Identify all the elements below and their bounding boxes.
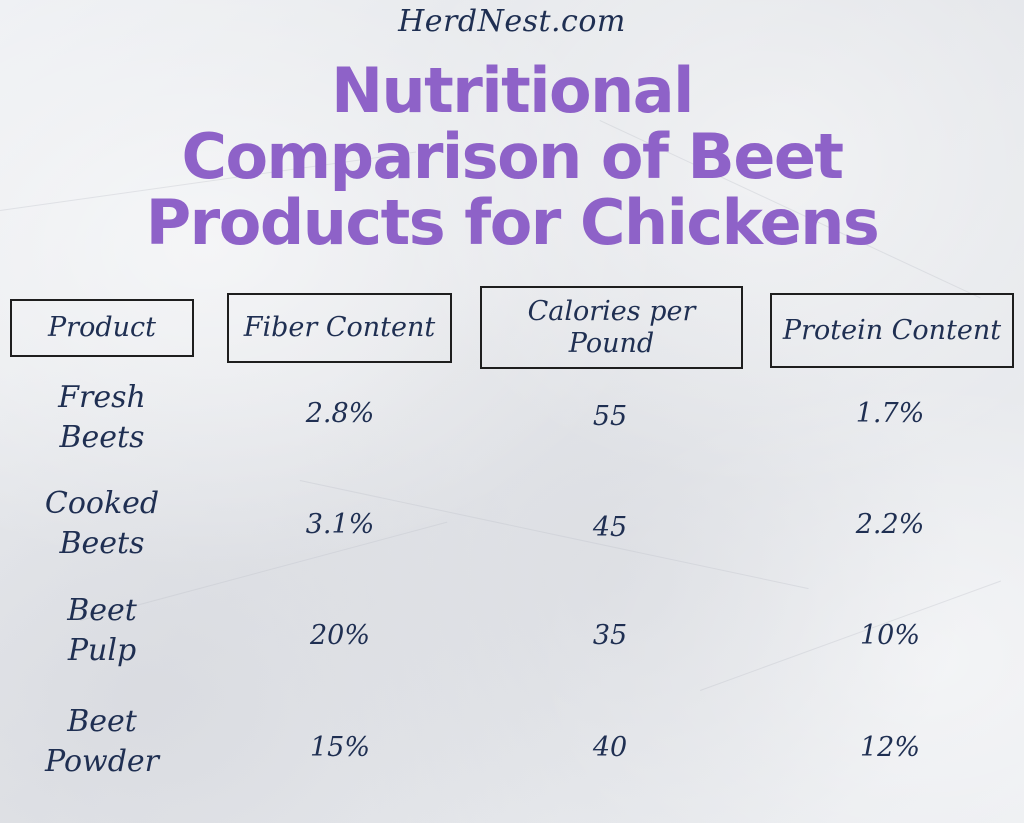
header-protein: Protein Content [770, 293, 1014, 368]
table-cell-protein: 2.2% [855, 509, 925, 540]
product-name-line2: Powder [44, 744, 159, 779]
table-row-product: Beet Pulp [10, 591, 194, 671]
table-row-product: Fresh Beets [10, 378, 194, 458]
table-cell-calories: 45 [592, 512, 628, 543]
header-fiber: Fiber Content [227, 293, 452, 363]
title-line-3: Products for Chickens [145, 186, 880, 259]
product-name-line2: Pulp [67, 633, 137, 668]
table-cell-protein: 12% [859, 732, 920, 763]
product-name-line2: Beets [59, 420, 145, 455]
header-calories-line2: Pound [568, 327, 655, 359]
header-product-label: Product [48, 312, 156, 343]
table-cell-calories: 40 [592, 732, 628, 763]
header-calories: Calories per Pound [480, 286, 743, 369]
table-cell-fiber: 15% [309, 732, 370, 763]
table-cell-calories: 35 [592, 620, 628, 651]
table-row-product: Beet Powder [10, 702, 194, 782]
table-cell-protein: 1.7% [855, 398, 925, 429]
site-name: HerdNest.com [398, 4, 626, 39]
table-cell-fiber: 3.1% [305, 509, 375, 540]
product-name-line1: Fresh [58, 380, 146, 415]
header-fiber-label: Fiber Content [243, 312, 436, 343]
page-title: Nutritional Comparison of Beet Products … [0, 58, 1024, 256]
table-cell-fiber: 2.8% [305, 398, 375, 429]
header-calories-line1: Calories per [527, 295, 696, 327]
table-row-product: Cooked Beets [10, 484, 194, 564]
product-name-line1: Beet [67, 704, 137, 739]
title-line-2: Comparison of Beet [181, 120, 844, 193]
table-cell-calories: 55 [592, 401, 628, 432]
product-name-line1: Cooked [44, 486, 160, 521]
table-cell-fiber: 20% [309, 620, 370, 651]
product-name-line1: Beet [67, 593, 137, 628]
header-product: Product [10, 299, 194, 357]
title-line-1: Nutritional [331, 54, 694, 127]
product-name-line2: Beets [59, 526, 145, 561]
table-cell-protein: 10% [859, 620, 920, 651]
header-protein-label: Protein Content [782, 314, 1002, 346]
